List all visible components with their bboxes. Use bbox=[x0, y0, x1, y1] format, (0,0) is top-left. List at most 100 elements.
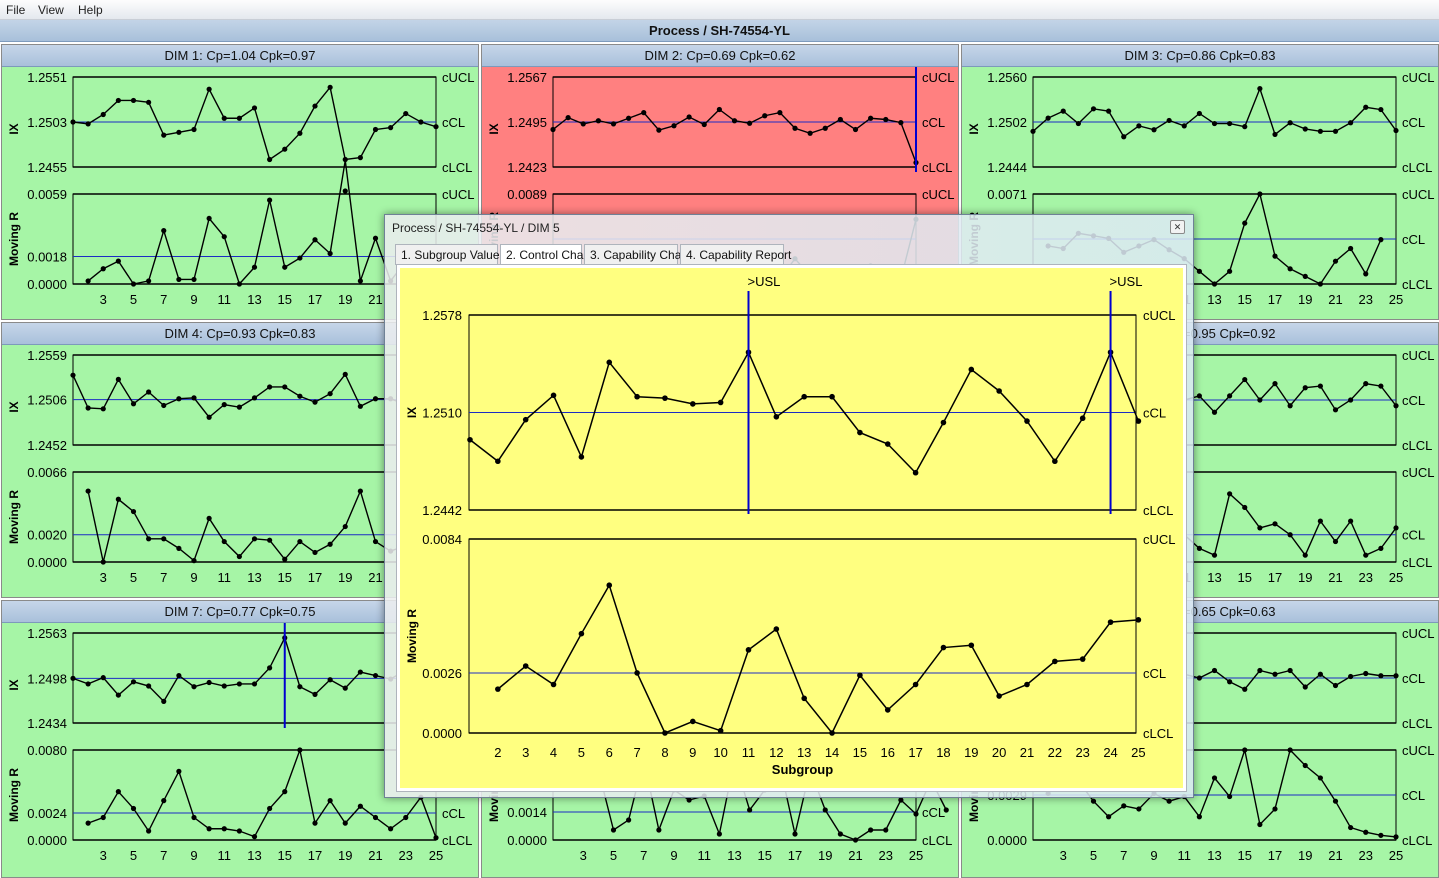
mr-limit-label-1: cCL bbox=[1143, 666, 1166, 681]
p3-mr-point-14 bbox=[1227, 268, 1233, 274]
mr-point-10 bbox=[717, 727, 724, 734]
p1-ix-point-22 bbox=[388, 125, 394, 131]
p8-mr-x-tick-23: 23 bbox=[879, 848, 893, 863]
ix-point-20 bbox=[996, 388, 1002, 394]
close-icon[interactable]: ✕ bbox=[1170, 220, 1185, 234]
p4-ix-point-19 bbox=[342, 371, 348, 377]
p4-mr-point-3 bbox=[100, 559, 106, 565]
menu-file[interactable]: File bbox=[6, 3, 26, 17]
ix-ylabel: IX bbox=[405, 407, 419, 418]
p7-ix-point-10 bbox=[206, 679, 212, 686]
p6-mr-point-20 bbox=[1317, 518, 1323, 524]
panel-chart-p7: 1.2563cUCL1.2498cCL1.2434cLCL>USL0.0080c… bbox=[7, 623, 475, 863]
ix-point-10 bbox=[717, 399, 724, 406]
p9-mr-x-tick-7: 7 bbox=[1120, 848, 1127, 863]
p1-ix-point-12 bbox=[236, 115, 242, 121]
p1-mr-point-18 bbox=[327, 250, 333, 257]
tab-control-chart[interactable]: 2. Control Chart bbox=[500, 244, 591, 266]
p3-mr-point-24 bbox=[1378, 237, 1384, 243]
p1-ix-point-10 bbox=[206, 86, 212, 92]
ix-point-5 bbox=[578, 454, 585, 460]
p4-mr-point-17 bbox=[312, 549, 318, 556]
p9-mr-limit-label-2: cLCL bbox=[1402, 833, 1432, 848]
dialog-title: Process / SH-74554-YL / DIM 5 bbox=[392, 221, 560, 235]
p4-mr-ylabel: Moving R bbox=[7, 490, 21, 544]
p1-mr-point-4 bbox=[115, 258, 121, 264]
mr-point-13 bbox=[801, 695, 807, 702]
ix-limit-value-2: 1.2442 bbox=[422, 503, 462, 518]
p4-mr-point-8 bbox=[176, 545, 182, 551]
p6-mr-x-tick-23: 23 bbox=[1359, 570, 1373, 585]
mr-point-12 bbox=[773, 626, 780, 632]
p9-ix-point-18 bbox=[1287, 667, 1293, 674]
p1-ix-limit-value-0: 1.2551 bbox=[27, 70, 67, 85]
p4-mr-point-4 bbox=[115, 496, 121, 502]
dim5-dialog[interactable]: Process / SH-74554-YL / DIM 5 ✕ 1. Subgr… bbox=[384, 214, 1194, 798]
x-tick-2: 2 bbox=[494, 745, 501, 760]
p7-mr-series-line bbox=[87, 747, 437, 838]
p1-mr-point-7 bbox=[161, 228, 167, 234]
p7-mr-x-tick-3: 3 bbox=[100, 848, 107, 863]
ix-limit-label-0: cUCL bbox=[1143, 308, 1176, 323]
p6-mr-limit-label-2: cLCL bbox=[1402, 555, 1432, 570]
p7-mr-point-5 bbox=[130, 805, 137, 812]
p1-mr-x-tick-9: 9 bbox=[190, 292, 197, 307]
p1-mr-limit-value-1: 0.0018 bbox=[27, 250, 67, 265]
mr-limit-value-1: 0.0026 bbox=[422, 666, 462, 681]
p6-ix-point-24 bbox=[1378, 383, 1384, 389]
dialog-tabs: 1. Subgroup Values 2. Control Chart 3. C… bbox=[395, 244, 1181, 266]
p4-ix-point-7 bbox=[161, 402, 167, 409]
tab-capability-report[interactable]: 4. Capability Report bbox=[680, 244, 791, 265]
p2-ix-point-3 bbox=[580, 121, 586, 127]
p9-ix-point-21 bbox=[1332, 682, 1339, 689]
x-tick-8: 8 bbox=[661, 745, 668, 760]
p7-ix-point-8 bbox=[176, 672, 182, 679]
p7-mr-point-16 bbox=[297, 747, 303, 753]
mr-point-17 bbox=[912, 681, 919, 688]
mr-point-5 bbox=[578, 630, 585, 637]
menu-help[interactable]: Help bbox=[78, 3, 103, 17]
p3-ix-limit-label-2: cLCL bbox=[1402, 160, 1432, 175]
p9-mr-point-8 bbox=[1136, 806, 1142, 812]
p1-ix-point-16 bbox=[297, 130, 303, 136]
p6-mr-x-tick-25: 25 bbox=[1389, 570, 1403, 585]
p9-mr-point-15 bbox=[1242, 747, 1248, 753]
p6-ix-point-20 bbox=[1317, 383, 1323, 389]
x-tick-4: 4 bbox=[550, 745, 557, 760]
p8-mr-x-tick-3: 3 bbox=[580, 848, 587, 863]
p7-ix-point-17 bbox=[312, 691, 318, 697]
p2-ix-point-20 bbox=[837, 116, 843, 123]
dim5-control-chart: 1.2578 cUCL 1.2510 cCL 1.2442 cLCL IX >USL >USL 0… bbox=[400, 268, 1183, 788]
p8-mr-point-19 bbox=[822, 807, 828, 813]
p3-mr-x-tick-25: 25 bbox=[1389, 292, 1403, 307]
p9-ix-point-15 bbox=[1242, 686, 1248, 692]
p7-ix-point-7 bbox=[161, 698, 167, 704]
p1-mr-point-16 bbox=[297, 255, 303, 261]
x-tick-18: 18 bbox=[936, 745, 950, 760]
x-tick-19: 19 bbox=[964, 745, 978, 760]
p2-ix-point-2 bbox=[565, 115, 571, 121]
p1-mr-point-5 bbox=[130, 281, 137, 287]
p8-mr-point-17 bbox=[792, 831, 798, 837]
p7-mr-point-9 bbox=[191, 814, 197, 821]
p9-ix-point-23 bbox=[1363, 670, 1369, 677]
p7-mr-point-3 bbox=[100, 814, 106, 821]
p7-mr-point-22 bbox=[388, 826, 394, 832]
p2-ix-limit-label-2: cLCL bbox=[922, 160, 952, 175]
p1-mr-limit-label-0: cUCL bbox=[442, 187, 475, 202]
p6-mr-point-23 bbox=[1363, 552, 1369, 558]
process-title: Process / SH-74554-YL bbox=[0, 20, 1439, 42]
p4-mr-limit-value-1: 0.0020 bbox=[27, 528, 67, 543]
menu-view[interactable]: View bbox=[38, 3, 64, 17]
p1-mr-x-tick-21: 21 bbox=[368, 292, 382, 307]
tab-capability-chart[interactable]: 3. Capability Chart bbox=[584, 244, 689, 265]
tab-subgroup-values[interactable]: 1. Subgroup Values bbox=[395, 244, 506, 265]
p3-mr-point-20 bbox=[1317, 281, 1323, 287]
p7-ix-point-3 bbox=[100, 675, 106, 681]
p4-mr-x-tick-21: 21 bbox=[368, 570, 382, 585]
p4-ix-point-8 bbox=[176, 396, 182, 402]
panel-p1[interactable]: DIM 1: Cp=1.04 Cpk=0.97 1.2551 cUCL 1.2503 c… bbox=[1, 44, 479, 320]
chart-background bbox=[400, 268, 1183, 788]
p2-ix-point-21 bbox=[852, 126, 859, 133]
p7-mr-x-tick-7: 7 bbox=[160, 848, 167, 863]
